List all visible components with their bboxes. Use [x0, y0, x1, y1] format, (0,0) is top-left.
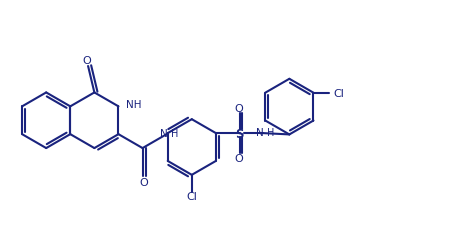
Text: O: O [139, 177, 148, 187]
Text: Cl: Cl [186, 191, 197, 201]
Text: O: O [234, 103, 242, 113]
Text: S: S [235, 127, 243, 140]
Text: O: O [234, 154, 242, 164]
Text: O: O [82, 56, 91, 66]
Text: H: H [267, 127, 274, 137]
Text: N: N [160, 128, 167, 138]
Text: N: N [256, 127, 263, 137]
Text: Cl: Cl [332, 88, 343, 98]
Text: H: H [170, 128, 178, 138]
Text: NH: NH [126, 99, 142, 109]
